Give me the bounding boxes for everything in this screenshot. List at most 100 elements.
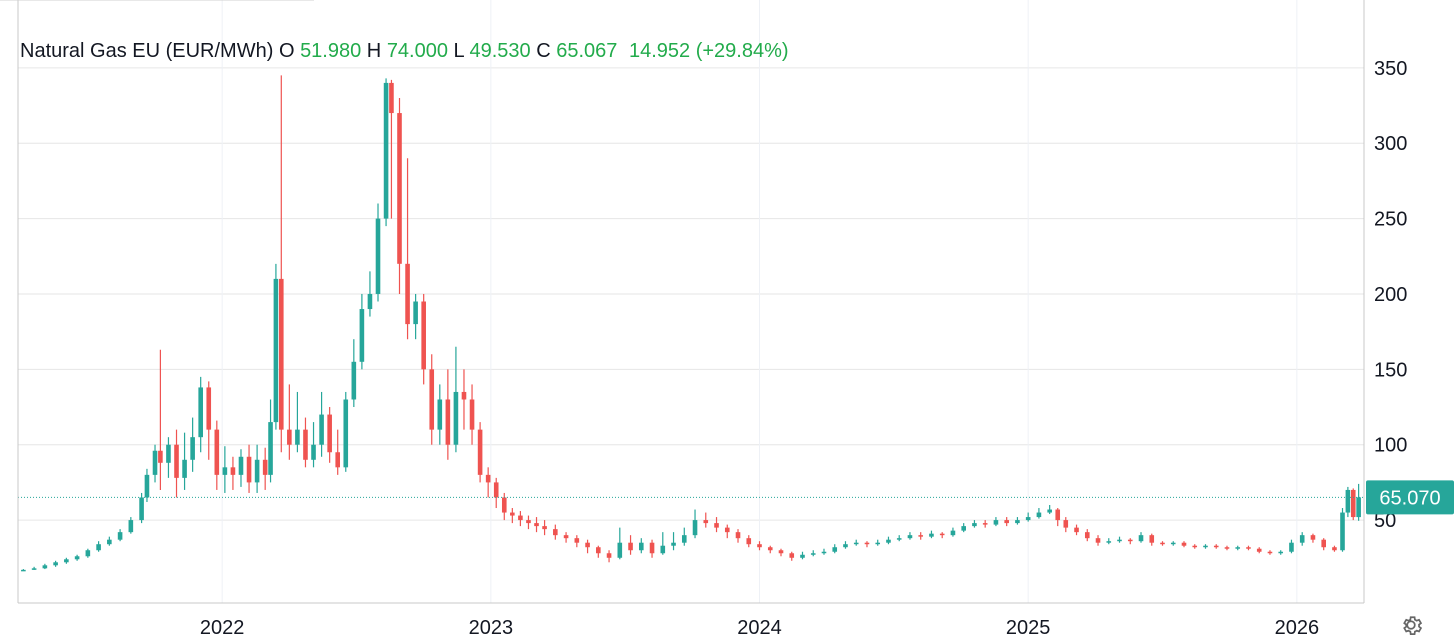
candle xyxy=(389,79,394,219)
y-tick-label: 350 xyxy=(1374,58,1407,80)
candle xyxy=(1074,524,1079,536)
candle xyxy=(273,263,279,430)
candle xyxy=(429,354,435,445)
candle xyxy=(875,539,881,546)
candle xyxy=(246,444,252,493)
open-value: 51.980 xyxy=(300,40,362,62)
candle xyxy=(1036,508,1042,519)
candle xyxy=(907,532,913,540)
candle xyxy=(778,548,784,557)
candle xyxy=(1321,538,1327,551)
candle xyxy=(413,293,418,340)
candle xyxy=(74,554,80,561)
open-label: O xyxy=(278,40,295,62)
x-tick-label: 2026 xyxy=(1275,617,1320,639)
x-tick-label: 2023 xyxy=(469,617,514,639)
candle xyxy=(327,407,332,463)
candle xyxy=(660,532,666,555)
candle xyxy=(1289,539,1294,554)
last-price-badge: 65.070 xyxy=(1366,480,1454,515)
candle xyxy=(1332,545,1337,552)
candle xyxy=(1138,532,1144,543)
candle xyxy=(477,422,483,483)
candle xyxy=(853,539,859,546)
candle xyxy=(166,437,171,478)
candle xyxy=(107,536,112,546)
candle xyxy=(1267,550,1273,555)
ohlc-legend: Natural Gas EU (EUR/MWh) O 51.980 H 74.0… xyxy=(20,40,789,63)
candle xyxy=(993,517,999,527)
candle xyxy=(1160,541,1165,546)
low-value: 49.530 xyxy=(469,40,531,62)
candle xyxy=(128,517,134,534)
close-value: 65.067 xyxy=(556,40,618,62)
candle xyxy=(311,422,316,468)
candle xyxy=(1192,544,1198,549)
gear-icon[interactable] xyxy=(1398,612,1424,638)
candle xyxy=(493,477,499,509)
candle xyxy=(510,508,515,524)
candle xyxy=(1345,486,1351,518)
candle xyxy=(606,550,612,563)
candle xyxy=(85,548,91,558)
candle xyxy=(1127,538,1133,545)
candle xyxy=(335,429,341,475)
candle xyxy=(405,158,410,340)
candle xyxy=(821,548,827,555)
change-value: 14.952 xyxy=(628,40,691,62)
candle xyxy=(117,529,123,542)
candle xyxy=(397,97,402,294)
candle xyxy=(31,566,37,570)
candle xyxy=(254,444,260,493)
candle xyxy=(445,369,451,460)
candle xyxy=(950,527,956,537)
candle xyxy=(526,515,531,530)
candle xyxy=(1170,541,1176,546)
candle xyxy=(929,530,934,539)
svg-text:65.070: 65.070 xyxy=(1379,487,1440,509)
candle xyxy=(144,468,150,502)
candle xyxy=(1235,545,1241,551)
candle xyxy=(96,541,101,552)
candle xyxy=(190,417,195,472)
candle xyxy=(1004,517,1009,527)
candle xyxy=(724,524,730,539)
candle xyxy=(230,456,236,490)
candle xyxy=(864,541,870,548)
candle xyxy=(518,511,523,527)
candle xyxy=(574,535,580,548)
candle xyxy=(982,520,988,528)
candle xyxy=(800,551,805,560)
candle xyxy=(367,271,373,317)
candle xyxy=(214,420,220,490)
candle xyxy=(158,349,163,490)
candle xyxy=(278,75,284,453)
candle xyxy=(206,381,212,460)
candle xyxy=(152,444,158,483)
y-axis-ticks: 100 150 200 250 300 350 50 xyxy=(1374,58,1407,532)
candle xyxy=(757,541,762,551)
x-tick-label: 2024 xyxy=(737,617,782,639)
x-tick-label: 2022 xyxy=(200,617,245,639)
candle xyxy=(1106,538,1112,545)
candle xyxy=(1278,550,1284,555)
candle xyxy=(174,429,179,498)
candle xyxy=(268,399,273,483)
candle xyxy=(303,417,308,468)
candle xyxy=(383,78,389,227)
candle xyxy=(1340,508,1345,552)
candle xyxy=(461,369,467,430)
candle xyxy=(1256,547,1262,554)
candle xyxy=(375,203,381,302)
candle xyxy=(1025,512,1031,522)
candle xyxy=(295,391,300,453)
candle xyxy=(485,467,491,498)
close-label: C xyxy=(536,40,551,62)
candle xyxy=(896,535,902,542)
candle xyxy=(703,512,709,528)
high-label: H xyxy=(366,40,382,62)
candle xyxy=(735,529,741,543)
candle xyxy=(238,449,244,487)
candle xyxy=(596,545,601,558)
